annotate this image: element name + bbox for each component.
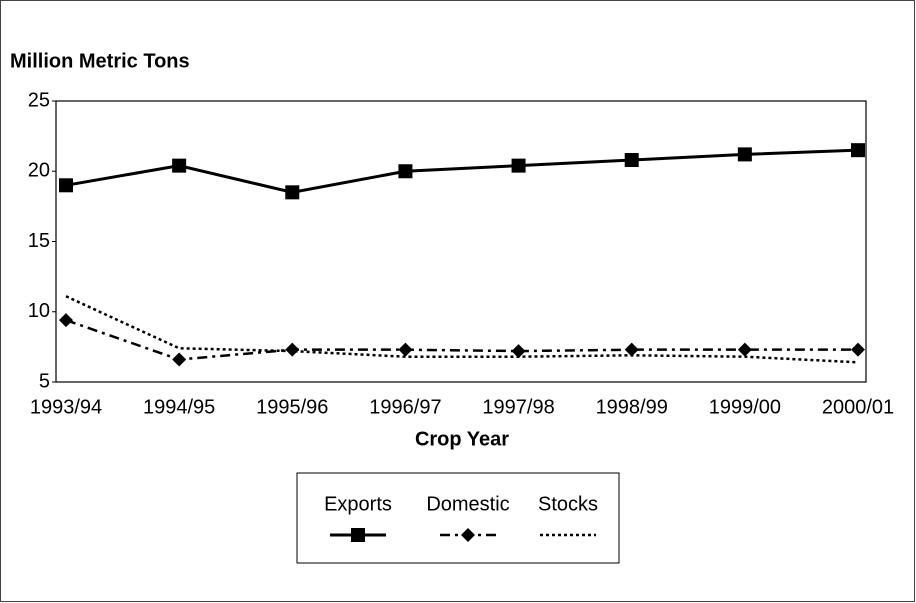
legend-box [296, 472, 620, 564]
marker [737, 342, 752, 357]
legend-label: Exports [324, 493, 392, 515]
y-tick-label: 5 [39, 370, 50, 392]
x-axis-label: Crop Year [415, 428, 509, 450]
x-tick-label: 2000/01 [822, 396, 894, 418]
marker [624, 153, 639, 168]
x-tick-label: 1999/00 [709, 396, 781, 418]
x-tick-label: 1994/95 [143, 396, 215, 418]
legend-marker [461, 528, 475, 542]
y-tick-label: 15 [28, 230, 50, 252]
marker [398, 342, 413, 357]
marker [624, 342, 639, 357]
marker [398, 164, 413, 179]
legend-label: Stocks [538, 493, 598, 515]
chart-title: Million Metric Tons [10, 50, 190, 72]
marker [851, 342, 865, 357]
marker [737, 147, 752, 162]
series-line [65, 148, 859, 194]
x-tick-label: 1993/94 [30, 396, 102, 418]
marker [285, 185, 300, 200]
x-tick-label: 1997/98 [482, 396, 554, 418]
x-tick-label: 1995/96 [256, 396, 328, 418]
marker [59, 313, 73, 328]
marker [511, 344, 526, 359]
marker [285, 342, 300, 357]
x-tick-label: 1996/97 [369, 396, 441, 418]
marker [511, 158, 526, 173]
marker [172, 352, 187, 367]
y-tick-label: 25 [28, 89, 50, 111]
y-tick-label: 20 [28, 160, 50, 182]
marker [851, 143, 865, 158]
x-tick-label: 1998/99 [596, 396, 668, 418]
legend-label: Domestic [426, 493, 509, 515]
series-line [65, 318, 858, 361]
marker [59, 178, 73, 193]
marker [172, 158, 187, 173]
y-tick-label: 10 [28, 300, 50, 322]
legend-marker [351, 528, 365, 542]
